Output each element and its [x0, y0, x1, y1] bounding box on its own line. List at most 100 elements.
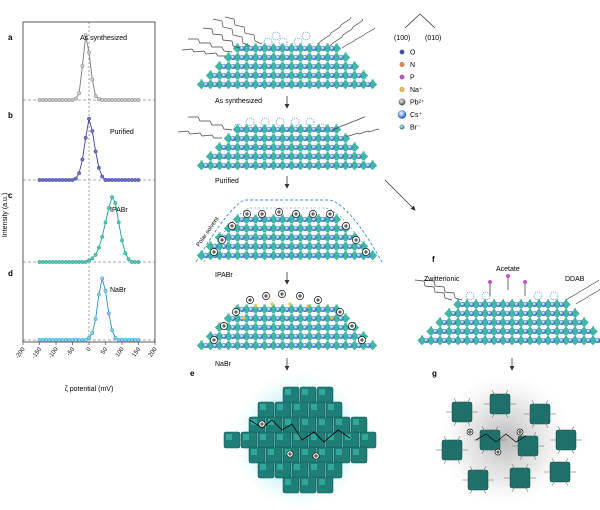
cs-atom	[302, 145, 308, 150]
br-atom	[308, 222, 311, 226]
cube-highlight	[226, 434, 232, 440]
alkyl-chain	[181, 48, 226, 57]
cs-atom	[329, 73, 335, 78]
br-atom	[254, 213, 257, 217]
cs-atom	[478, 302, 483, 307]
nanocube-e	[257, 401, 275, 419]
cs-atom	[532, 338, 537, 343]
cs-atom	[338, 82, 344, 87]
surface-ligand	[456, 458, 461, 465]
br-atom	[272, 339, 275, 343]
cation-plus	[246, 296, 254, 304]
nanocube-e	[257, 461, 275, 479]
cs-atom	[221, 253, 227, 258]
x-tick-label: -200	[15, 346, 27, 360]
ligand-label-ddab: DDAB	[565, 276, 585, 283]
cs-atom	[329, 64, 335, 69]
cube-highlight	[243, 434, 249, 440]
cs-atom	[248, 217, 254, 222]
br-atom	[245, 51, 248, 55]
cs-atom	[496, 329, 501, 334]
br-atom	[272, 231, 275, 235]
data-point	[50, 260, 55, 264]
data-point	[96, 97, 101, 102]
br-atom	[218, 60, 221, 64]
data-point	[73, 338, 78, 342]
data-point	[80, 260, 85, 264]
nanocube-e	[291, 461, 309, 479]
cs-atom	[329, 154, 335, 159]
cube-highlight	[302, 449, 308, 455]
cs-atom	[338, 55, 344, 60]
cs-atom	[284, 343, 290, 348]
br-atom	[254, 249, 257, 253]
cs-atom	[239, 82, 245, 87]
data-point	[110, 178, 115, 182]
cs-atom	[203, 253, 209, 258]
data-point	[126, 338, 131, 342]
br-atom	[317, 321, 320, 325]
br-atom	[245, 312, 248, 316]
cs-atom	[257, 64, 263, 69]
cs-atom	[266, 127, 272, 132]
surface-ligand	[551, 457, 556, 464]
br-atom	[281, 222, 284, 226]
br-atom	[456, 307, 460, 311]
data-point	[77, 338, 82, 342]
cs-atom	[311, 244, 317, 249]
br-atom	[591, 334, 595, 338]
cs-atom	[284, 244, 290, 249]
cation-plus	[258, 210, 266, 218]
data-point	[47, 98, 52, 102]
nanocube-e	[308, 401, 326, 419]
cs-atom	[338, 163, 344, 168]
cs-atom	[230, 163, 236, 168]
cs-atom	[550, 320, 555, 325]
br-atom	[263, 303, 266, 307]
br-atom	[245, 303, 248, 307]
br-atom	[326, 60, 329, 64]
data-point	[110, 195, 115, 200]
br-atom	[290, 132, 293, 136]
surface-ligand	[531, 422, 536, 429]
cs-atom	[239, 64, 245, 69]
cation-plus	[494, 448, 502, 456]
cs-atom	[311, 136, 317, 141]
br-atom	[335, 231, 338, 235]
br-atom	[245, 321, 248, 325]
bridging-ligand	[249, 419, 351, 443]
acetate-head	[506, 274, 510, 278]
cs-atom	[338, 64, 344, 69]
cs-atom	[532, 311, 537, 316]
cs-atom	[487, 302, 492, 307]
surface-ligand	[481, 425, 486, 432]
cs-atom	[329, 343, 335, 348]
cs-atom	[293, 145, 299, 150]
br-atom	[290, 339, 293, 343]
nanocube-e	[274, 431, 292, 449]
cs-atom	[257, 46, 263, 51]
cs-atom	[338, 73, 344, 78]
nanocube-e	[265, 446, 283, 464]
cs-atom	[221, 64, 227, 69]
data-point	[40, 178, 45, 182]
cube-highlight	[328, 434, 334, 440]
cs-atom	[320, 343, 326, 348]
ligand-label-zwitterionic: Zwitterionic	[424, 276, 460, 283]
br-atom	[227, 159, 230, 163]
br-atom	[555, 298, 559, 302]
nanocube-e	[248, 446, 266, 464]
br-atom	[353, 150, 356, 154]
cs-atom	[329, 244, 335, 249]
cube-highlight	[277, 464, 283, 470]
cs-atom	[230, 235, 236, 240]
br-atom	[290, 69, 293, 73]
br-atom	[474, 334, 478, 338]
cs-atom	[311, 82, 317, 87]
cs-atom	[505, 311, 510, 316]
data-point	[87, 335, 91, 340]
cs-atom	[230, 64, 236, 69]
br-atom	[362, 330, 365, 334]
cs-atom	[338, 325, 344, 330]
